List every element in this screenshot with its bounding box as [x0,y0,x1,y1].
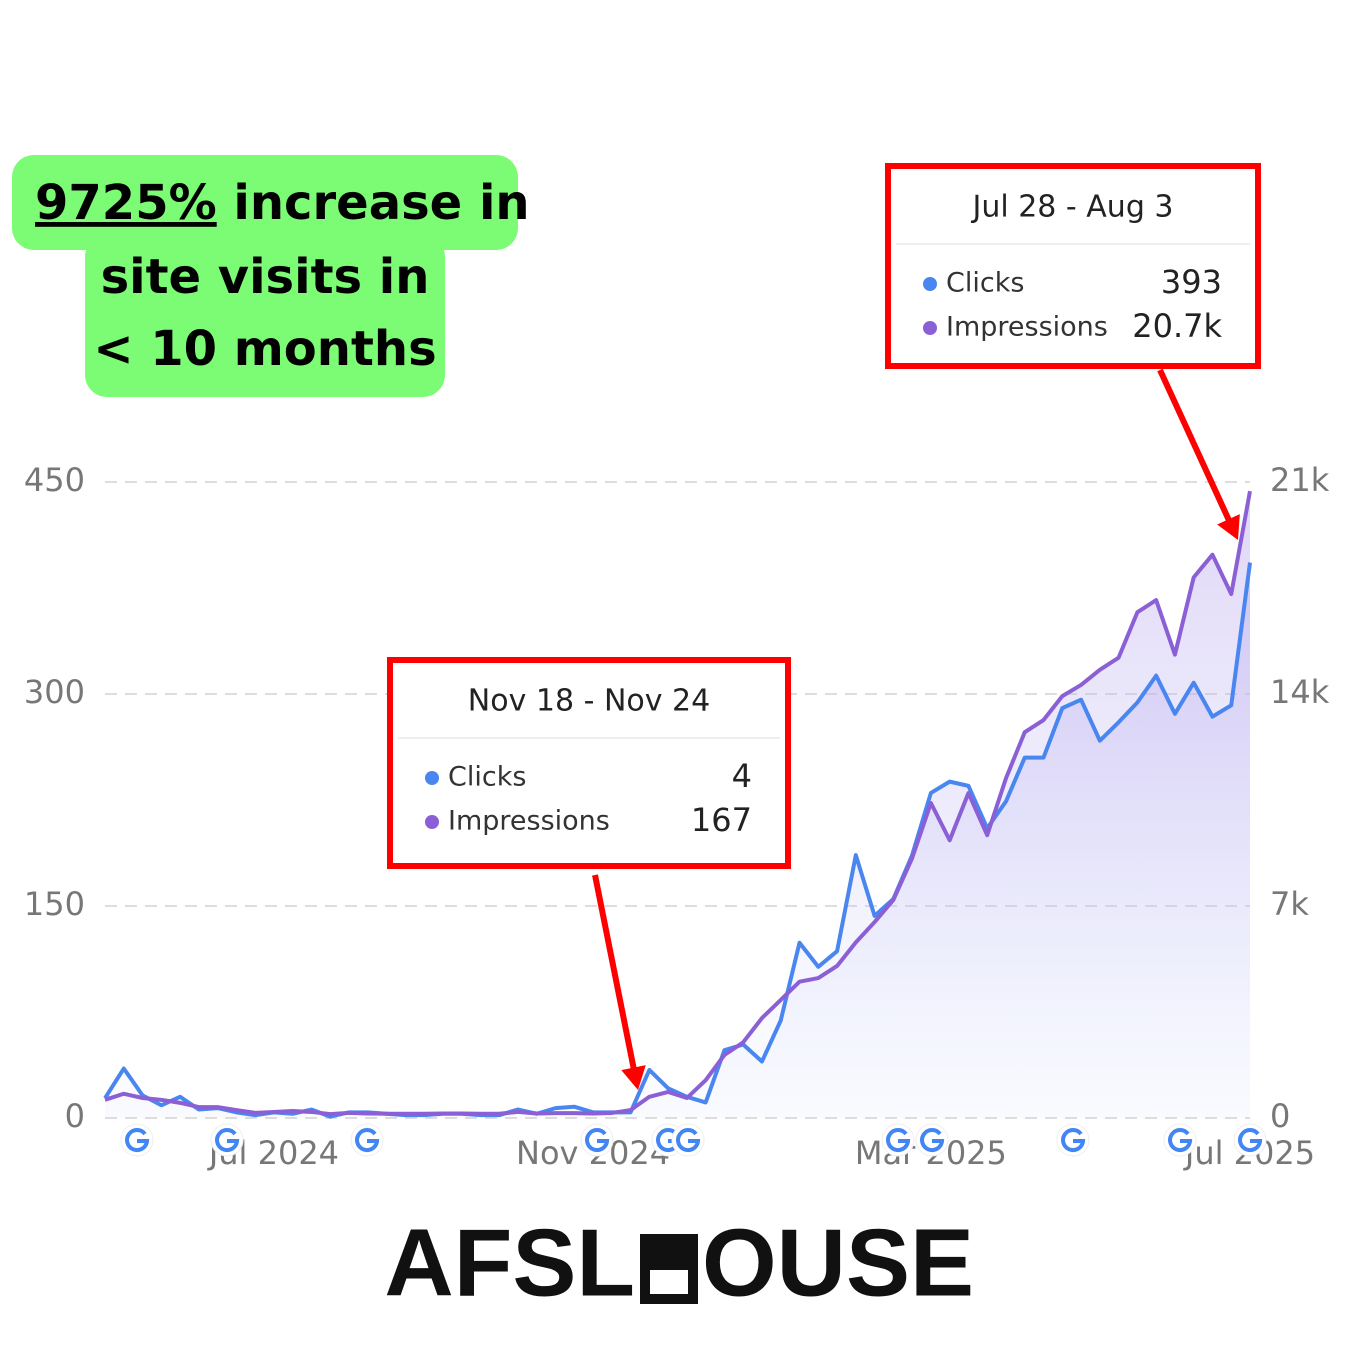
headline-text: site visits in [101,249,430,305]
update-marker-icon [1238,1128,1263,1153]
headline-line: 9725% increase in [35,175,530,231]
brand-text: AFSL [384,1209,635,1316]
y2-tick-label: 21k [1270,461,1330,499]
y2-tick-label: 0 [1270,1097,1290,1135]
callout-arrow [592,874,639,1077]
callout-label: Clicks [946,268,1024,299]
callout-box [387,657,791,869]
callout-value: 20.7k [1132,307,1222,345]
headline-bg [85,235,445,397]
area [105,491,1250,1119]
callout-title: Nov 18 - Nov 24 [468,684,710,719]
callout-arrowhead [1217,514,1240,540]
update-marker-icon [1061,1128,1086,1153]
callout-value: 167 [691,801,752,839]
update-marker-icon [676,1128,701,1153]
headline-bg [12,155,518,250]
y-tick-label: 0 [65,1097,85,1135]
callout-value: 4 [732,757,752,795]
callout-dot [923,321,937,335]
line [104,490,1252,1117]
headline-box: 9725% increase in site visits in < 10 mo… [12,155,530,397]
y-tick-label: 150 [24,885,85,923]
callout-arrow [1157,368,1235,529]
callout-label: Impressions [448,806,610,837]
update-marker-icon [585,1128,610,1153]
callout-title: Jul 28 - Aug 3 [970,190,1173,225]
callout-dot [425,771,439,785]
y2-tick-label: 14k [1270,673,1330,711]
brand-text: OUSE [702,1209,974,1316]
brand-logo: AFSL OUSE [384,1209,974,1316]
update-marker-icon [355,1128,380,1153]
brand-square-inner [650,1270,688,1294]
y-tick-label: 300 [24,673,85,711]
headline-highlight: 9725% [35,175,217,231]
headline-text: < 10 months [93,321,436,377]
y-tick-label: 450 [24,461,85,499]
callout-dot [425,815,439,829]
update-marker-icon [1168,1128,1193,1153]
update-marker-icon [920,1128,945,1153]
callout-dot [923,277,937,291]
y2-tick-label: 7k [1270,885,1309,923]
callout-label: Clicks [448,762,526,793]
update-marker-icon [125,1128,150,1153]
callout-label: Impressions [946,312,1108,343]
callouts: Nov 18 - Nov 24 Clicks 4 Impressions 167 Jul … [387,163,1261,1090]
callout-box [885,163,1261,369]
update-marker-icon [886,1128,911,1153]
callout-value: 393 [1161,263,1222,301]
update-marker-icon [215,1128,240,1153]
headline-text: increase in [233,175,529,231]
callout-arrowhead [621,1065,646,1090]
